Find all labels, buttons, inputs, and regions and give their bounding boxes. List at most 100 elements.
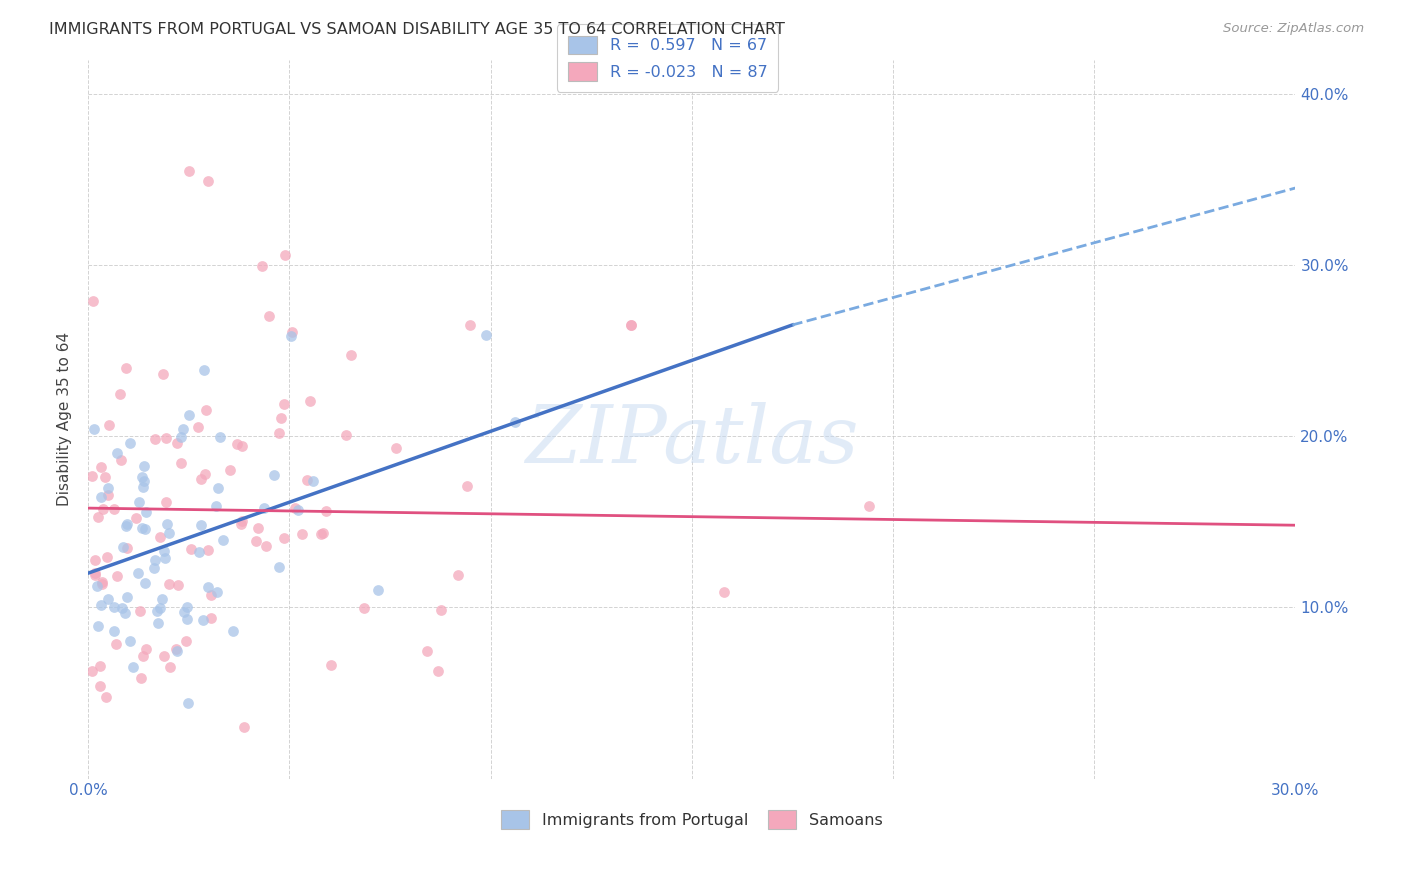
Point — [96, 549, 118, 564]
Point — [128, 494, 150, 508]
Point — [84, 567, 107, 582]
Point — [153, 544, 176, 558]
Point — [200, 611, 222, 625]
Point — [120, 634, 142, 648]
Point — [176, 634, 198, 648]
Point — [143, 553, 166, 567]
Point — [340, 348, 363, 362]
Point — [274, 248, 297, 262]
Point — [145, 604, 167, 618]
Point — [156, 516, 179, 531]
Point — [103, 624, 125, 639]
Point — [132, 474, 155, 488]
Point — [447, 567, 470, 582]
Point — [205, 499, 228, 513]
Point — [207, 481, 229, 495]
Point — [150, 591, 173, 606]
Point — [474, 328, 496, 343]
Point — [82, 664, 104, 678]
Point — [87, 510, 110, 524]
Point — [309, 526, 332, 541]
Point — [155, 432, 177, 446]
Point — [385, 441, 408, 455]
Y-axis label: Disability Age 35 to 64: Disability Age 35 to 64 — [58, 332, 72, 506]
Point — [312, 526, 335, 541]
Point — [620, 318, 643, 332]
Point — [246, 521, 269, 535]
Legend: Immigrants from Portugal, Samoans: Immigrants from Portugal, Samoans — [495, 804, 890, 835]
Point — [187, 420, 209, 434]
Point — [250, 259, 273, 273]
Point — [245, 534, 267, 549]
Point — [200, 588, 222, 602]
Point — [267, 559, 290, 574]
Point — [83, 422, 105, 436]
Point — [115, 360, 138, 375]
Point — [155, 494, 177, 508]
Point — [96, 487, 118, 501]
Point — [90, 575, 112, 590]
Point — [143, 561, 166, 575]
Point — [280, 329, 302, 343]
Point — [295, 473, 318, 487]
Text: Source: ZipAtlas.com: Source: ZipAtlas.com — [1223, 22, 1364, 36]
Point — [190, 472, 212, 486]
Point — [120, 436, 142, 450]
Point — [82, 468, 104, 483]
Point — [176, 612, 198, 626]
Point — [273, 531, 295, 545]
Point — [105, 445, 128, 459]
Point — [110, 453, 132, 467]
Point — [427, 664, 450, 678]
Point — [94, 470, 117, 484]
Point — [170, 430, 193, 444]
Point — [128, 604, 150, 618]
Point — [103, 599, 125, 614]
Point — [190, 518, 212, 533]
Point — [226, 437, 249, 451]
Point — [173, 605, 195, 619]
Point — [97, 482, 120, 496]
Point — [135, 505, 157, 519]
Point — [416, 643, 439, 657]
Point — [229, 516, 252, 531]
Point — [157, 576, 180, 591]
Point — [129, 671, 152, 685]
Point — [273, 397, 295, 411]
Point — [131, 521, 153, 535]
Point — [205, 585, 228, 599]
Point — [86, 578, 108, 592]
Point — [96, 690, 118, 704]
Point — [172, 422, 194, 436]
Point — [287, 502, 309, 516]
Point — [165, 641, 187, 656]
Point — [148, 616, 170, 631]
Point — [319, 657, 342, 672]
Point — [157, 525, 180, 540]
Point — [257, 310, 280, 324]
Point — [193, 467, 215, 481]
Point — [167, 578, 190, 592]
Point — [166, 436, 188, 450]
Point — [122, 660, 145, 674]
Point — [89, 659, 111, 673]
Point — [114, 519, 136, 533]
Point — [114, 606, 136, 620]
Point — [132, 649, 155, 664]
Point — [82, 293, 104, 308]
Point — [91, 577, 114, 591]
Point — [176, 599, 198, 614]
Point — [159, 660, 181, 674]
Point — [115, 541, 138, 556]
Point — [97, 591, 120, 606]
Point — [620, 318, 643, 332]
Point — [84, 566, 107, 581]
Point — [367, 583, 389, 598]
Point — [430, 602, 453, 616]
Point — [194, 403, 217, 417]
Point — [858, 500, 880, 514]
Point — [177, 164, 200, 178]
Point — [180, 541, 202, 556]
Point — [149, 530, 172, 544]
Point — [125, 511, 148, 525]
